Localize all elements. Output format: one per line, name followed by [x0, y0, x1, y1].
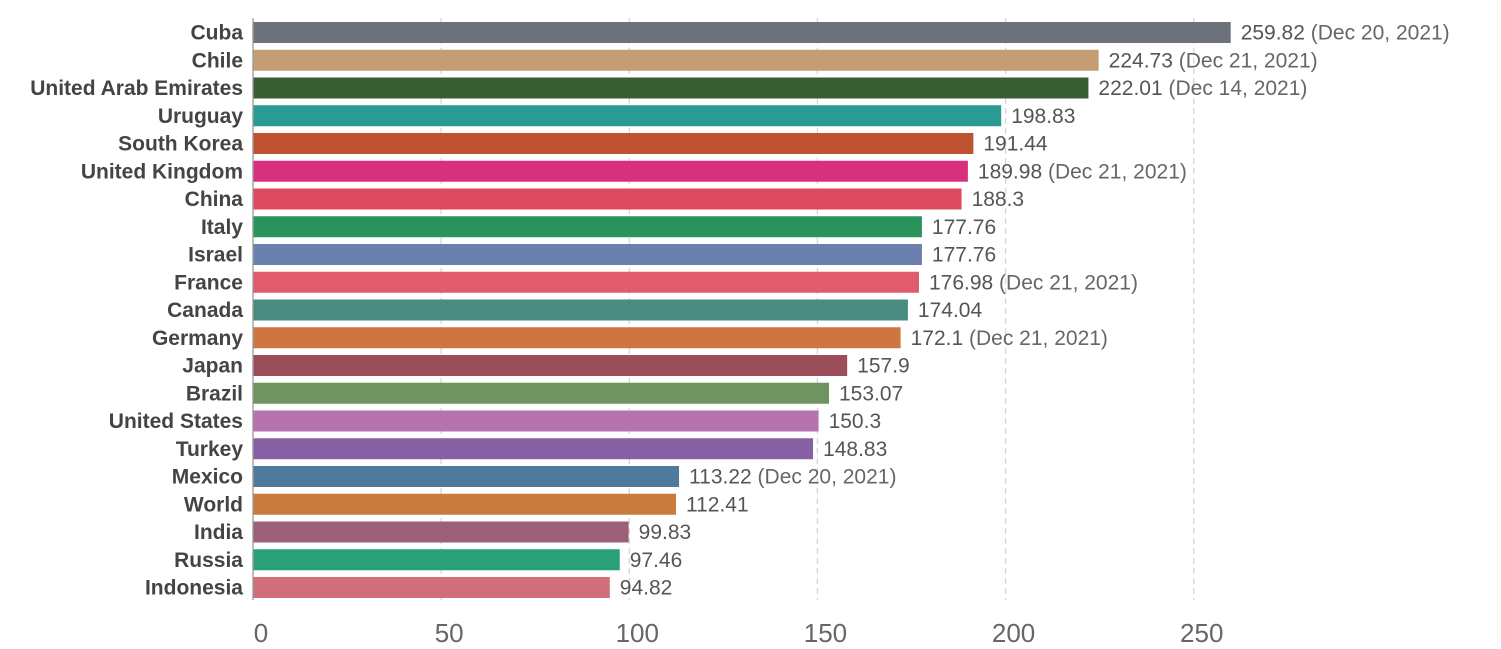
- bar-united-states: [253, 410, 819, 432]
- bar-japan: [253, 355, 848, 376]
- bar-turkey: [253, 438, 814, 460]
- category-label-israel: Israel: [188, 244, 243, 267]
- category-label-south-korea: South Korea: [118, 133, 243, 156]
- value-label-canada: 174.04: [918, 299, 983, 322]
- bar-china: [253, 188, 962, 210]
- bar-israel: [253, 244, 922, 265]
- x-tick-label-50: 50: [435, 618, 464, 648]
- category-label-russia: Russia: [174, 549, 243, 572]
- category-label-united-arab-emirates: United Arab Emirates: [30, 77, 243, 100]
- category-label-chile: Chile: [192, 49, 243, 72]
- x-tick-label-250: 250: [1180, 618, 1223, 648]
- value-label-india: 99.83: [639, 521, 692, 544]
- bar-indonesia: [253, 577, 610, 598]
- date-label-cuba: (Dec 20, 2021): [1305, 22, 1450, 45]
- bar-chile: [253, 49, 1099, 71]
- date-label-mexico: (Dec 20, 2021): [752, 466, 897, 489]
- date-label-france: (Dec 21, 2021): [993, 271, 1138, 294]
- bar-united-arab-emirates: [253, 77, 1089, 99]
- bar-united-kingdom: [253, 160, 968, 182]
- date-label-germany: (Dec 21, 2021): [963, 327, 1108, 350]
- x-tick-label-0: 0: [254, 618, 268, 648]
- value-label-world: 112.41: [686, 493, 749, 516]
- value-label-brazil: 153.07: [839, 382, 903, 405]
- category-label-indonesia: Indonesia: [145, 577, 243, 600]
- value-label-south-korea: 191.44: [983, 133, 1048, 156]
- x-tick-label-150: 150: [804, 618, 847, 648]
- value-label-united-arab-emirates: 222.01 (Dec 14, 2021): [1098, 77, 1307, 100]
- value-label-france: 176.98 (Dec 21, 2021): [929, 271, 1138, 294]
- category-label-germany: Germany: [152, 327, 243, 350]
- category-label-cuba: Cuba: [191, 22, 244, 45]
- category-label-brazil: Brazil: [186, 382, 243, 405]
- category-label-china: China: [185, 188, 244, 211]
- value-label-germany: 172.1 (Dec 21, 2021): [911, 327, 1108, 350]
- value-label-mexico: 113.22 (Dec 20, 2021): [689, 466, 896, 489]
- category-label-united-kingdom: United Kingdom: [81, 160, 243, 183]
- bar-italy: [253, 216, 922, 238]
- value-label-russia: 97.46: [630, 549, 683, 572]
- value-label-indonesia: 94.82: [620, 577, 673, 600]
- bar-uruguay: [253, 105, 1002, 127]
- value-label-israel: 177.76: [932, 244, 996, 267]
- value-label-united-states: 150.3: [829, 410, 882, 433]
- bar-germany: [253, 327, 901, 349]
- date-label-united-arab-emirates: (Dec 14, 2021): [1163, 77, 1308, 100]
- bar-south-korea: [253, 133, 974, 154]
- bar-india: [253, 521, 629, 543]
- value-label-chile: 224.73 (Dec 21, 2021): [1109, 49, 1318, 72]
- category-label-india: India: [194, 521, 243, 544]
- bar-canada: [253, 299, 908, 321]
- bars: [253, 22, 1231, 598]
- bar-mexico: [253, 466, 680, 487]
- value-label-uruguay: 198.83: [1011, 105, 1075, 128]
- value-label-china: 188.3: [972, 188, 1025, 211]
- date-label-chile: (Dec 21, 2021): [1173, 49, 1318, 72]
- category-label-united-states: United States: [109, 410, 243, 433]
- category-label-turkey: Turkey: [176, 438, 244, 461]
- category-label-france: France: [174, 271, 243, 294]
- value-label-italy: 177.76: [932, 216, 996, 239]
- value-labels: 259.82 (Dec 20, 2021) 224.73 (Dec 21, 202…: [620, 22, 1450, 600]
- bar-russia: [253, 549, 620, 571]
- category-label-world: World: [184, 493, 243, 516]
- category-label-uruguay: Uruguay: [158, 105, 244, 128]
- x-tick-label-200: 200: [992, 618, 1035, 648]
- value-label-cuba: 259.82 (Dec 20, 2021): [1241, 22, 1450, 45]
- value-label-united-kingdom: 189.98 (Dec 21, 2021): [978, 160, 1187, 183]
- bar-france: [253, 271, 919, 293]
- x-axis-ticks: 0 50 100 150 200 250: [254, 618, 1224, 648]
- value-label-turkey: 148.83: [823, 438, 887, 461]
- category-label-mexico: Mexico: [172, 466, 243, 489]
- value-label-japan: 157.9: [857, 355, 910, 378]
- category-label-japan: Japan: [182, 355, 243, 378]
- bar-brazil: [253, 382, 830, 404]
- bar-cuba: [253, 22, 1231, 43]
- category-labels: Cuba Chile United Arab Emirates Uruguay Sout…: [30, 22, 243, 600]
- category-label-canada: Canada: [167, 299, 243, 322]
- date-label-united-kingdom: (Dec 21, 2021): [1042, 160, 1187, 183]
- bar-world: [253, 493, 676, 515]
- x-tick-label-100: 100: [616, 618, 659, 648]
- category-label-italy: Italy: [201, 216, 243, 239]
